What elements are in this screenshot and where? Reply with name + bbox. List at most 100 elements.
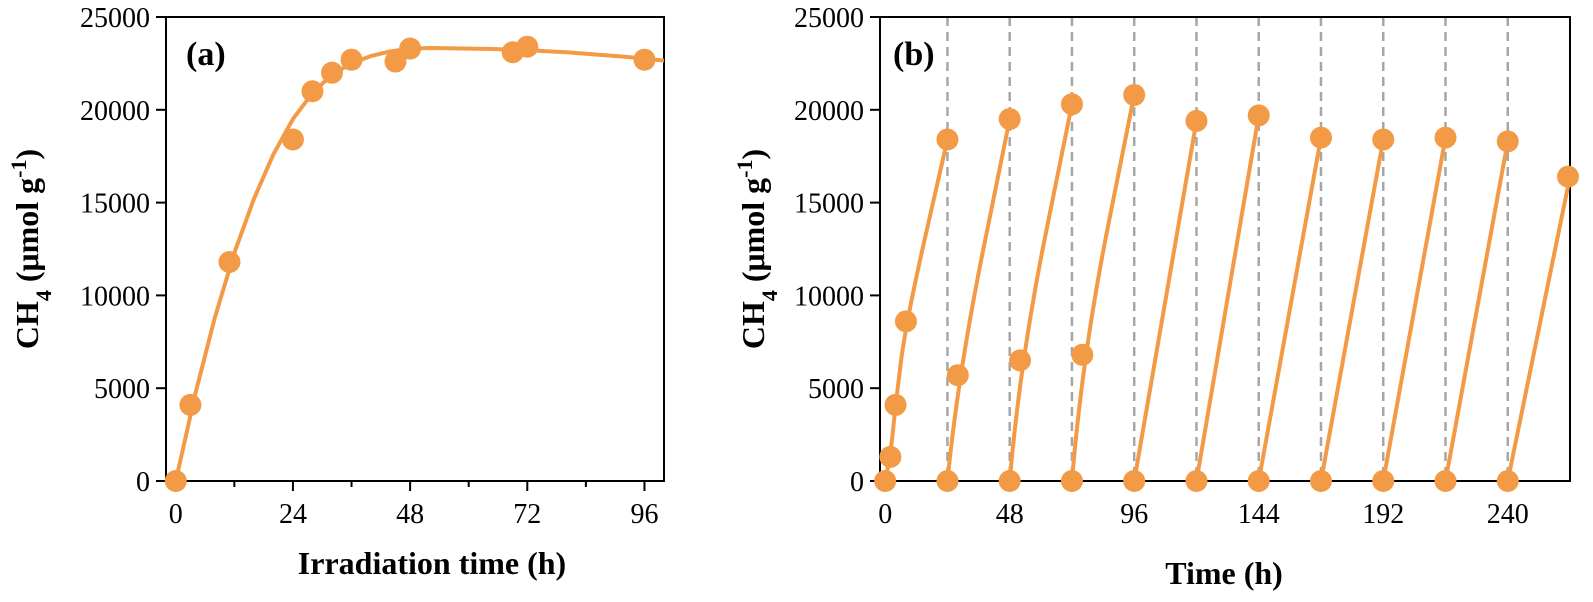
data-point-a — [179, 393, 202, 416]
x-tick-label-b: 144 — [1238, 499, 1280, 530]
data-point-a — [164, 470, 187, 492]
x-axis-title-b: Time (h) — [1165, 555, 1283, 591]
data-point-a — [633, 48, 656, 71]
x-axis-ticks-a: 0 24 48 72 96 — [169, 481, 658, 530]
x-tick-label-b: 240 — [1487, 499, 1529, 530]
x-tick-label-a: 48 — [396, 499, 424, 530]
chart-panel-b: (b) 0 5000 10000 15000 20000 25000 0 48 96 144 19… — [732, 3, 1579, 591]
x-tick-label-a: 0 — [169, 499, 183, 530]
data-point-a — [340, 48, 363, 71]
plot-frame-a — [165, 16, 665, 482]
y-tick-label-a: 0 — [136, 467, 150, 498]
y-axis-title-a-sub: 4 — [31, 290, 56, 301]
data-point-b — [1247, 104, 1270, 127]
plot-frame-b — [879, 16, 1571, 482]
data-point-b — [874, 470, 897, 492]
x-axis-ticks-b: 0 48 96 144 192 240 — [878, 481, 1529, 530]
data-point-b — [1372, 470, 1395, 492]
cycle-lines-b — [883, 94, 1572, 482]
x-tick-label-b: 0 — [878, 499, 892, 530]
data-point-a — [218, 250, 241, 273]
cycle-line — [1069, 94, 1137, 482]
x-tick-label-a: 24 — [279, 499, 307, 530]
data-point-b — [936, 128, 959, 151]
cycle-line — [1256, 137, 1323, 482]
data-point-b — [1185, 109, 1208, 132]
data-point-b — [936, 470, 959, 492]
y-tick-label-b: 15000 — [794, 189, 864, 220]
y-axis-title-a-close: ) — [9, 149, 45, 160]
cycle-boundary-lines-b — [946, 17, 1509, 481]
data-point-b — [884, 393, 907, 416]
data-point-b — [1434, 126, 1457, 149]
x-tick-label-a: 72 — [513, 499, 541, 530]
data-point-b — [879, 445, 902, 468]
cycle-line — [1194, 115, 1261, 482]
y-tick-label-b: 0 — [850, 467, 864, 498]
cycle-line — [1132, 120, 1199, 482]
x-tick-label-b: 192 — [1362, 499, 1404, 530]
data-point-b — [1496, 470, 1519, 492]
panel-label-a: (a) — [186, 36, 226, 73]
panel-label-b: (b) — [893, 36, 935, 73]
y-tick-label-b: 20000 — [794, 96, 864, 127]
y-axis-ticks-b: 0 5000 10000 15000 20000 25000 — [794, 3, 880, 498]
fit-curve-line-a — [173, 46, 665, 482]
y-tick-label-a: 25000 — [80, 3, 150, 34]
data-point-b — [998, 470, 1021, 492]
data-point-b — [1557, 165, 1579, 188]
data-point-b — [1060, 93, 1083, 116]
data-point-b — [894, 310, 917, 333]
data-point-b — [1185, 470, 1208, 492]
y-axis-title-a-sup: -1 — [6, 159, 31, 177]
y-axis-title-b: CH4 (μmol g-1) — [732, 149, 782, 349]
y-axis-title-a-main: CH — [9, 301, 45, 349]
y-axis-title-b-main: CH — [735, 301, 771, 349]
cycle-line — [883, 139, 950, 482]
data-point-b — [1372, 128, 1395, 151]
y-tick-label-a: 5000 — [94, 374, 150, 405]
x-axis-title-a: Irradiation time (h) — [298, 545, 566, 581]
fit-curve-a — [173, 46, 665, 482]
y-axis-title-a-unit: (μmol g — [9, 178, 45, 290]
data-point-b — [1309, 470, 1332, 492]
y-tick-label-b: 5000 — [808, 374, 864, 405]
data-point-b — [1309, 126, 1332, 149]
cycle-line — [1007, 103, 1074, 482]
x-tick-label-b: 48 — [996, 499, 1024, 530]
cycle-line — [945, 118, 1012, 482]
data-point-b — [1123, 83, 1146, 106]
cycle-line — [1443, 140, 1510, 482]
data-point-a — [281, 128, 304, 151]
y-tick-label-a: 10000 — [80, 281, 150, 312]
data-point-a — [399, 37, 422, 60]
cycle-line — [1319, 139, 1386, 482]
data-point-a — [384, 50, 407, 73]
y-axis-title-a: CH4 (μmol g-1) — [6, 149, 56, 349]
y-tick-label-b: 10000 — [794, 281, 864, 312]
data-point-b — [998, 108, 1021, 131]
y-axis-title-b-unit: (μmol g — [735, 178, 771, 290]
y-tick-label-b: 25000 — [794, 3, 864, 34]
data-point-b — [1071, 343, 1094, 366]
data-point-b — [1060, 470, 1083, 492]
data-point-b — [1496, 130, 1519, 153]
cycle-line — [1381, 137, 1448, 482]
y-axis-ticks-a: 0 5000 10000 15000 20000 25000 — [80, 3, 166, 498]
data-point-b — [1123, 470, 1146, 492]
data-point-a — [301, 80, 324, 103]
data-point-b — [1247, 470, 1270, 492]
x-tick-label-b: 96 — [1120, 499, 1148, 530]
data-point-b — [1434, 470, 1457, 492]
y-tick-label-a: 20000 — [80, 96, 150, 127]
data-point-b — [946, 364, 969, 387]
y-axis-title-b-sup: -1 — [732, 159, 757, 177]
x-tick-label-a: 96 — [630, 499, 658, 530]
data-point-a — [516, 35, 539, 58]
data-point-b — [1009, 349, 1032, 372]
data-point-a — [321, 61, 343, 84]
y-axis-title-b-close: ) — [735, 149, 771, 160]
y-tick-label-a: 15000 — [80, 189, 150, 220]
